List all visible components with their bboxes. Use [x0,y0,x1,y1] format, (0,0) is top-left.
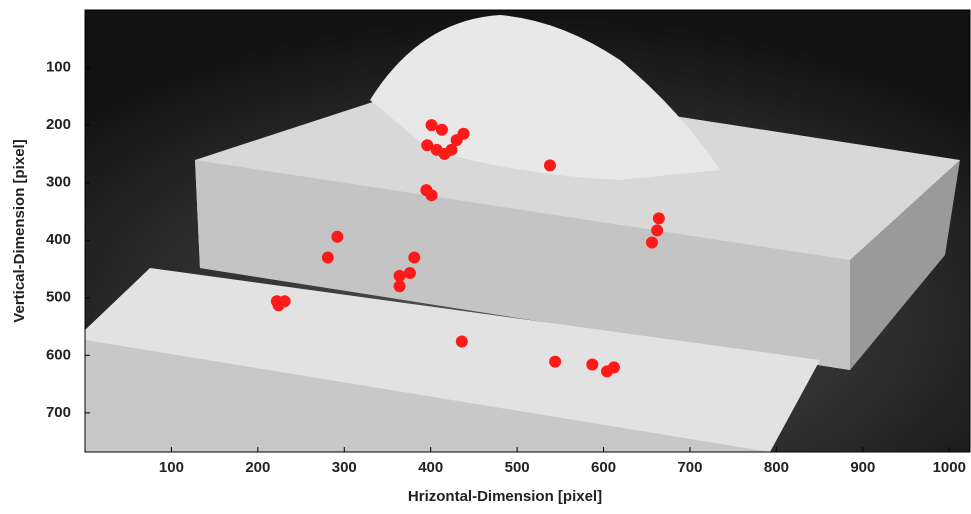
gaze-point [321,251,334,264]
x-tick-label: 1000 [933,459,966,476]
y-tick-label: 500 [46,289,71,306]
y-tick-label: 700 [46,404,71,421]
x-tick-label: 400 [418,459,443,476]
gaze-point [393,280,406,293]
gaze-point [403,267,416,280]
background-photo [85,10,970,452]
x-axis-label: Hrizontal-Dimension [pixel] [408,488,602,505]
gaze-point [543,159,556,172]
y-tick-label: 100 [46,59,71,76]
gaze-point [435,123,448,136]
gaze-point [272,299,285,312]
gaze-point [586,358,599,371]
gaze-point [425,189,438,202]
x-tick-label: 900 [850,459,875,476]
gaze-point [425,119,438,132]
y-axis-label: Vertical-Dimension [pixel] [11,139,28,322]
plot-frame [84,9,971,453]
y-tick-label: 300 [46,174,71,191]
x-tick-label: 200 [245,459,270,476]
gaze-point [457,127,470,140]
y-tick-label: 600 [46,346,71,363]
x-tick-label: 800 [764,459,789,476]
gaze-point [455,335,468,348]
gaze-point [393,269,406,282]
y-tick-label: 400 [46,231,71,248]
gaze-point [607,361,620,374]
gaze-point [652,212,665,225]
gaze-point [651,224,664,237]
y-tick-label: 200 [46,116,71,133]
x-tick-label: 100 [159,459,184,476]
gaze-point [549,355,562,368]
gaze-point [421,139,434,152]
gaze-point [645,236,658,249]
x-tick-label: 500 [505,459,530,476]
x-tick-label: 700 [677,459,702,476]
gaze-point [331,230,344,243]
gaze-point [408,251,421,264]
gaze-point [438,147,451,160]
x-tick-label: 300 [332,459,357,476]
x-tick-label: 600 [591,459,616,476]
